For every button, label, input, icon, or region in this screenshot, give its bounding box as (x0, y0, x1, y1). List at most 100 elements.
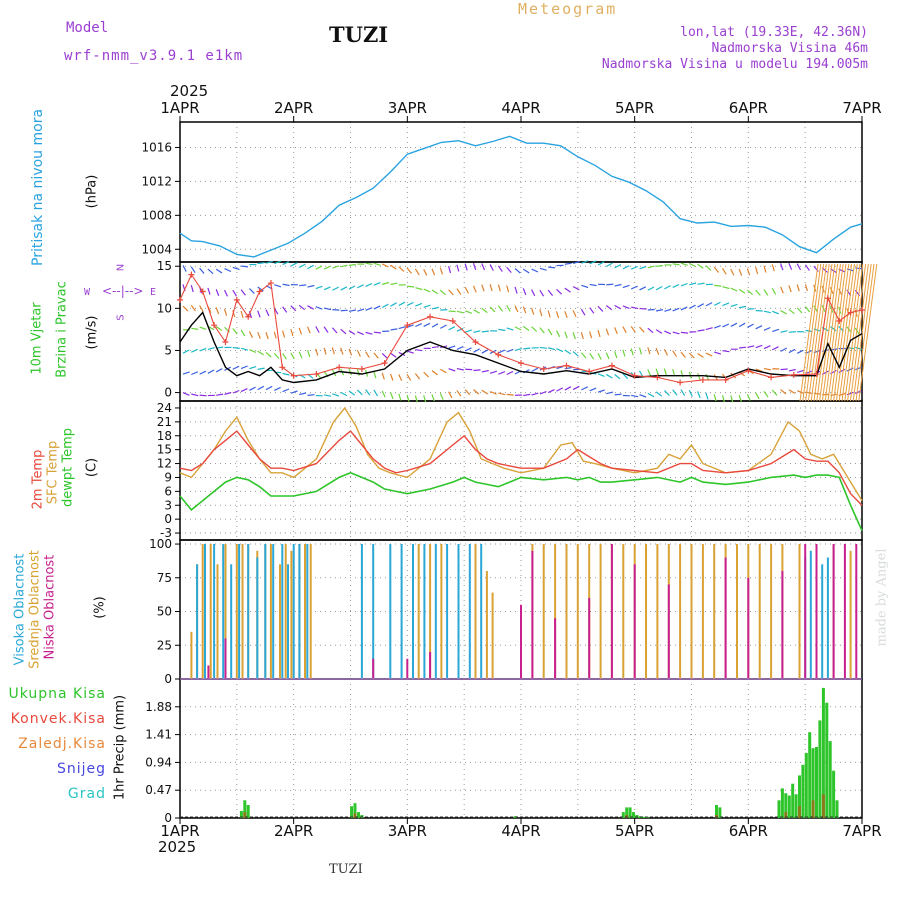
wind-arrow (531, 392, 539, 396)
wind-arrow (257, 331, 261, 339)
wind-streak (849, 263, 869, 402)
wind-arrow (656, 264, 664, 267)
wind-arrow (464, 263, 468, 271)
wind-arrow (697, 372, 701, 380)
wind-arrow (282, 388, 290, 393)
wind-arrow (498, 392, 506, 396)
wind-gust-line (179, 273, 863, 384)
wind-arrow (290, 328, 294, 337)
precip-ytick-label: 1.88 (145, 700, 172, 714)
wind-arrow (763, 345, 771, 350)
total-precip-bar (804, 752, 808, 818)
wind-arrow (514, 268, 521, 274)
wind-arrow (481, 330, 489, 333)
wind-arrow (614, 304, 621, 310)
wind-arrow (514, 286, 518, 294)
xtick-label-bottom: 4APR (501, 822, 540, 840)
wind-arrow (464, 310, 473, 314)
high-cloud-bar (809, 550, 812, 679)
wind-arrow (755, 325, 763, 330)
low-cloud-bar (843, 544, 846, 679)
mid-cloud-bar (491, 592, 494, 679)
wind-arrow (216, 393, 224, 396)
total-precip-bar (246, 805, 250, 818)
mid-cloud-bar (440, 544, 443, 679)
wind-arrow (846, 326, 852, 333)
wind-arrow (407, 285, 415, 288)
wind-arrow (788, 331, 796, 333)
wind-arrow (332, 286, 339, 291)
wind-arrow (232, 389, 240, 394)
pressure-ytick-label: 1012 (141, 174, 172, 188)
wind-arrow (190, 284, 194, 293)
wind-arrow (755, 309, 763, 312)
wind-arrow (539, 346, 547, 349)
wind-arrow (780, 286, 784, 294)
temp-ytick-label: 3 (164, 498, 172, 512)
wind-arrow (357, 308, 365, 312)
total-precip-bar (791, 783, 795, 818)
wind-arrow (323, 286, 331, 291)
low-cloud-bar (224, 638, 227, 679)
wind-arrow (622, 326, 627, 333)
wind-arrow (348, 285, 356, 290)
wind-arrow (663, 390, 670, 396)
wind-arrow (431, 370, 438, 376)
gust-marker (813, 371, 820, 378)
total-precip-bar (808, 732, 812, 818)
wind-arrow (257, 350, 264, 356)
wind-arrow (373, 389, 379, 397)
high-cloud-bar (272, 544, 275, 679)
wind-arrow (224, 268, 232, 273)
wind-arrow (382, 281, 390, 285)
wind-arrow (389, 373, 394, 381)
mid-cloud-bar (798, 544, 801, 679)
wind-arrow (440, 368, 447, 374)
wind-arrow (572, 385, 580, 391)
wind-arrow (631, 394, 639, 398)
wind-streak (816, 263, 836, 402)
wind-arrow (739, 346, 747, 349)
gust-marker (654, 374, 661, 381)
wind-arrow (299, 284, 307, 287)
precip-ytick-label: 1.41 (145, 728, 172, 742)
mid-cloud-bar (485, 571, 488, 679)
wind-arrow (472, 285, 477, 293)
wind-arrow (581, 284, 589, 289)
wind-arrow (597, 330, 601, 338)
wind-arrow (498, 349, 506, 354)
wind-arrow (572, 286, 580, 291)
wind-arrow (448, 345, 456, 349)
wind-arrow (373, 371, 377, 379)
wind-arrow (730, 287, 738, 292)
wind-streak (805, 263, 825, 402)
wind-arrow (780, 347, 788, 352)
total-precip-bar (784, 793, 788, 818)
wind-arrow (356, 389, 363, 396)
wind-arrow (240, 310, 244, 319)
wind-arrow (249, 386, 256, 391)
wind-arrow (722, 350, 730, 353)
wind-arrow (298, 304, 306, 311)
total-precip-bar (621, 812, 625, 818)
wind-arrow (215, 268, 223, 274)
wind-arrow (497, 305, 504, 312)
xtick-label-top: 6APR (729, 99, 768, 117)
wind-arrow (746, 268, 751, 276)
total-precip-bar (832, 770, 836, 818)
wind-arrow (248, 331, 254, 338)
wind-arrow (365, 351, 370, 358)
wind-arrow (597, 389, 605, 393)
wind-arrow (714, 351, 722, 355)
wind-arrow (423, 395, 427, 403)
wind-arrow (614, 373, 621, 380)
mid-cloud-bar (417, 544, 420, 679)
wind-arrow (448, 368, 456, 372)
low-cloud-bar (855, 544, 858, 679)
wind-arrow (481, 307, 488, 314)
wind-arrow (199, 326, 207, 330)
wind-arrow (331, 347, 335, 355)
wind-arrow (763, 289, 769, 296)
wind-arrow (547, 328, 553, 336)
wind-arrow (522, 288, 527, 296)
